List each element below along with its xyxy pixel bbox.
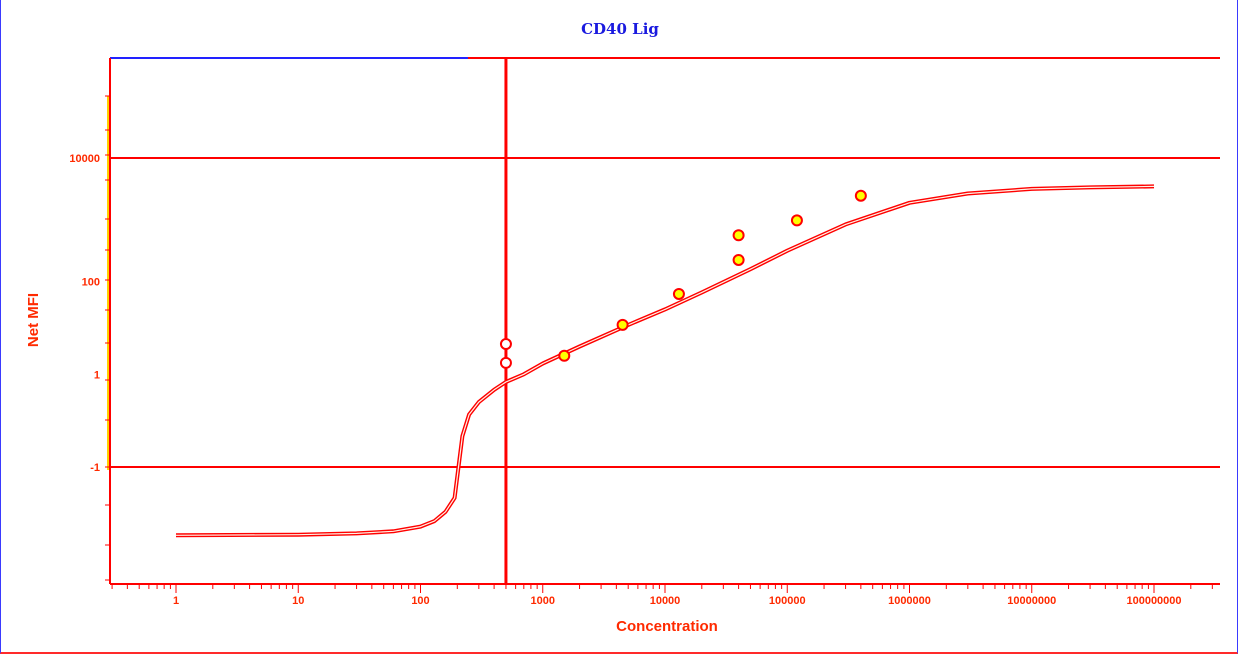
x-tick-label: 100000 (769, 595, 806, 607)
x-tick-label: 1000000 (888, 595, 931, 607)
fit-curve-outer (175, 184, 1155, 538)
x-tick-label: 10000 (650, 595, 681, 607)
x-tick-label: 1000 (531, 595, 555, 607)
y-tick-label: 100 (82, 277, 100, 289)
x-tick-label: 1 (173, 595, 179, 607)
data-point (732, 229, 745, 242)
plot-area: 1 10 100 1000 10000 100000 1000000 10000000 1000… (69, 57, 1220, 607)
data-point (558, 349, 571, 362)
x-tick-label: 10000000 (1007, 595, 1056, 607)
data-point (790, 214, 803, 227)
x-axis-label: Concentration (616, 618, 718, 635)
data-point (616, 318, 629, 331)
y-tick-label: 1 (94, 369, 100, 381)
x-tick-label: 10 (292, 595, 304, 607)
y-tick-label: 10000 (69, 153, 100, 165)
fit-curve-inner (175, 185, 1155, 536)
chart-title: CD40 Lig (581, 20, 659, 38)
x-tick-label: 100 (411, 595, 429, 607)
y-axis-label: Net MFI (25, 293, 42, 347)
data-point (732, 253, 745, 266)
y-tick-label: -1 (90, 462, 100, 474)
data-point (499, 356, 512, 369)
data-point (854, 189, 867, 202)
data-point (672, 287, 685, 300)
x-tick-label: 100000000 (1126, 595, 1181, 607)
data-point (499, 338, 512, 351)
